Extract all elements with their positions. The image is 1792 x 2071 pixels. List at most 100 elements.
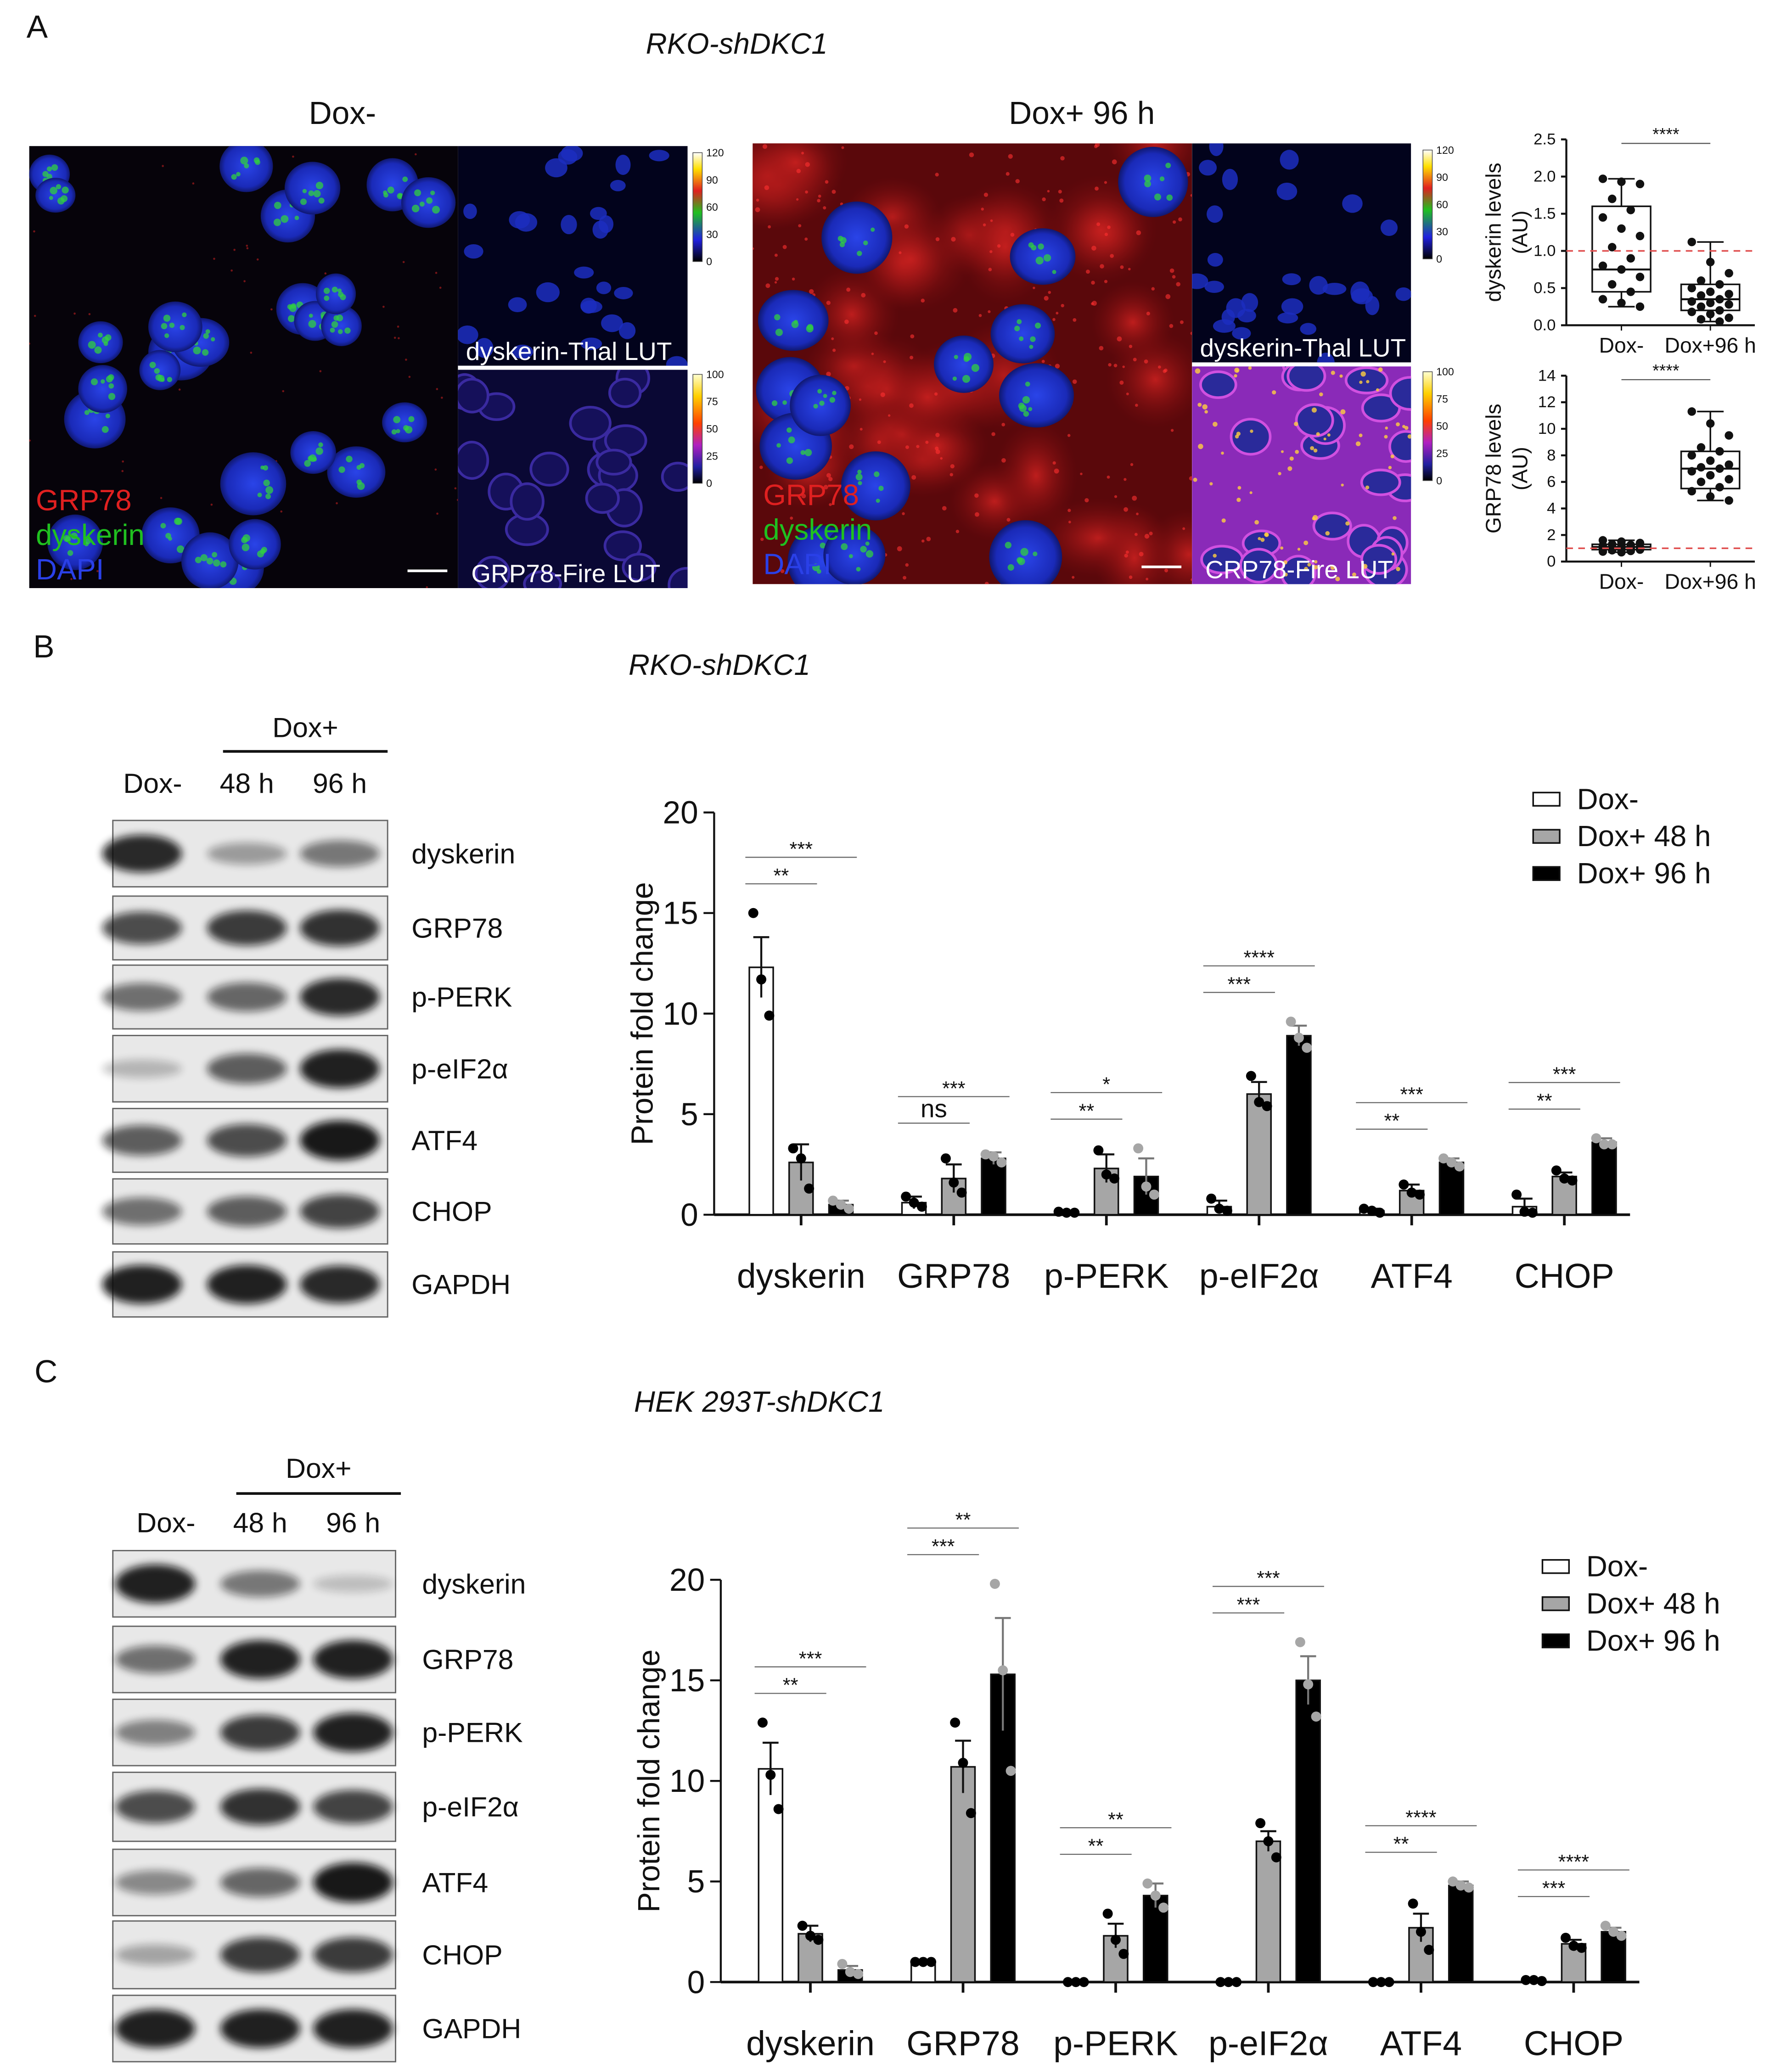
y-tick-label: 8 [1547,447,1556,464]
speck [1124,478,1127,481]
blot-band [102,835,182,873]
point [1448,1876,1458,1887]
point [1255,1818,1266,1829]
blot-band [220,1715,300,1750]
lane-label: Dox- [123,768,182,799]
blot-band [300,1120,380,1161]
speck-lut [1360,371,1366,377]
nucleolus [1033,551,1038,556]
inset-label: CRP78-Fire LUT [1205,556,1393,584]
speck [1180,320,1184,324]
nucleolus [90,378,98,386]
point [1415,1190,1425,1200]
speck-lut [1311,407,1317,413]
nucleolus [871,227,875,232]
speck [951,236,956,242]
nucleus-lut [1395,287,1411,301]
x-tick-label: Dox+96 h [1665,333,1756,357]
point [1359,1203,1369,1214]
significance-label: *** [1400,1083,1423,1106]
point [901,1191,911,1202]
nucleolus [260,466,264,470]
speck [953,308,958,313]
nucleus [1010,228,1076,285]
point [1110,1935,1121,1945]
nucleolus [841,543,848,550]
speck [983,192,989,197]
speck [828,477,833,482]
y-tick-label: 10 [1538,420,1556,438]
speck [1044,296,1049,301]
nucleolus [344,327,351,334]
cell-lut [603,530,642,561]
nucleolus [281,215,289,223]
point [1687,451,1696,460]
speck [823,206,826,210]
cell-lut [1389,376,1411,411]
nucleolus [338,466,345,473]
colorbar-tick-label: 50 [1436,420,1448,432]
cell-lut [668,567,688,589]
speck [1173,220,1176,224]
nucleolus [1154,193,1162,201]
stain-label: dyskerin [763,513,872,546]
speck [213,258,215,260]
point [1455,1880,1466,1891]
nucleolus [874,471,880,477]
nucleus-lut [536,282,560,303]
protein-label: ATF4 [422,1867,488,1898]
nucleolus [338,329,343,334]
speck [1157,365,1161,369]
speck-lut [1323,438,1326,441]
nucleolus [878,486,884,491]
point [1626,254,1635,263]
speck [1010,232,1015,237]
nucleolus [819,400,825,406]
point [1715,317,1724,326]
speck-lut [1193,477,1197,482]
speck [925,440,929,444]
image-region [753,143,1192,584]
point [1617,177,1626,186]
point [1302,1043,1312,1053]
image-region [458,146,688,366]
speck [1001,423,1006,427]
speck-lut [1221,518,1226,523]
nucleus [758,290,829,351]
point [1438,1153,1449,1164]
speck-lut [1197,403,1202,407]
protein-label: ATF4 [411,1125,477,1156]
speck [899,251,902,254]
nucleolus [1014,326,1020,331]
speck-lut [1330,565,1335,570]
nucleolus [963,356,970,362]
nucleolus [180,325,185,330]
nucleus-lut [1192,273,1208,289]
point [1617,548,1626,557]
speck [1132,495,1137,501]
nucleolus [962,375,971,383]
x-tick-label: p-PERK [1044,1257,1168,1295]
y-axis-label: (AU) [1508,211,1532,254]
nucleus-lut [1322,283,1347,295]
speck [796,198,799,201]
y-tick-label: 12 [1538,393,1556,411]
point [1311,1711,1321,1722]
point [1150,1890,1161,1901]
nucleolus [812,563,820,571]
nucleolus [1017,319,1022,325]
speck [1114,495,1118,498]
speck [336,502,338,505]
point [910,1957,921,1967]
significance-label: *** [789,838,813,860]
speck [1052,318,1056,321]
speck [949,473,953,477]
y-tick-label: 15 [669,1662,705,1698]
colorbar [692,152,703,262]
point [1295,1637,1305,1647]
bar [1246,1093,1272,1216]
blot-band [220,1640,300,1679]
nucleolus [101,426,109,433]
nucleolus [324,295,330,301]
point [989,1151,999,1162]
